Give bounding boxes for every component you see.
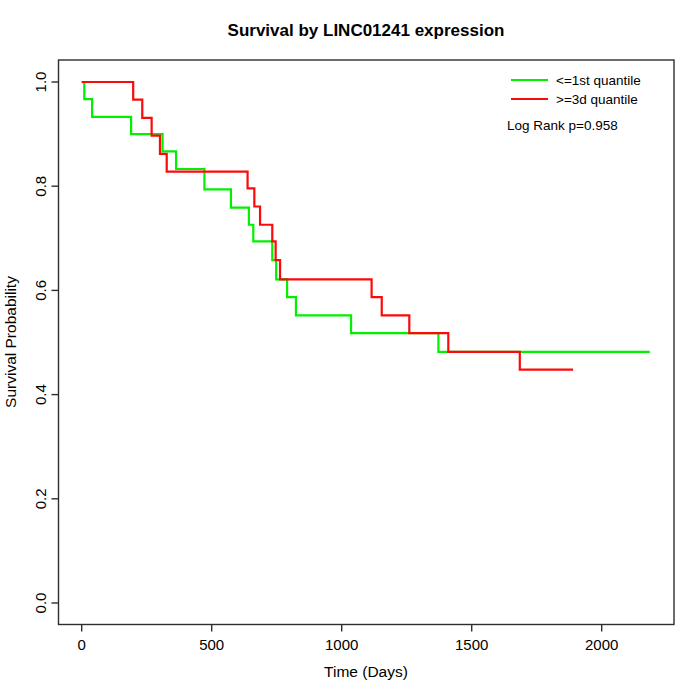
x-axis-tick-label: 0 — [78, 636, 86, 653]
plot-border — [59, 60, 675, 625]
x-axis-tick-label: 500 — [199, 636, 224, 653]
y-axis-tick-label: 0.8 — [32, 176, 49, 197]
chart-title: Survival by LINC01241 expression — [228, 21, 505, 40]
y-axis-label: Survival Probability — [2, 276, 19, 408]
y-axis-tick-label: 1.0 — [32, 72, 49, 93]
y-axis-tick-label: 0.0 — [32, 593, 49, 614]
km-survival-figure: Survival by LINC01241 expression Time (D… — [0, 0, 700, 700]
x-axis-tick-label: 2000 — [585, 636, 618, 653]
legend-label: <=1st quantile — [556, 73, 641, 88]
survival-chart: Survival by LINC01241 expression Time (D… — [0, 0, 700, 700]
y-axis-tick-label: 0.4 — [32, 384, 49, 405]
axes: 0 500 1000 1500 2000 0.0 0.2 0.4 0.6 0.8 1.0 — [32, 60, 674, 653]
y-axis-tick-label: 0.2 — [32, 488, 49, 509]
x-axis-tick-label: 1000 — [325, 636, 358, 653]
x-axis-tick-label: 1500 — [455, 636, 488, 653]
x-axis-label: Time (Days) — [324, 663, 408, 680]
legend-label: >=3d quantile — [556, 92, 638, 107]
survival-curve-high — [82, 82, 573, 370]
legend: <=1st quantile >=3d quantile Log Rank p=0.… — [507, 73, 641, 134]
logrank-note: Log Rank p=0.958 — [507, 118, 618, 133]
y-axis-tick-label: 0.6 — [32, 280, 49, 301]
